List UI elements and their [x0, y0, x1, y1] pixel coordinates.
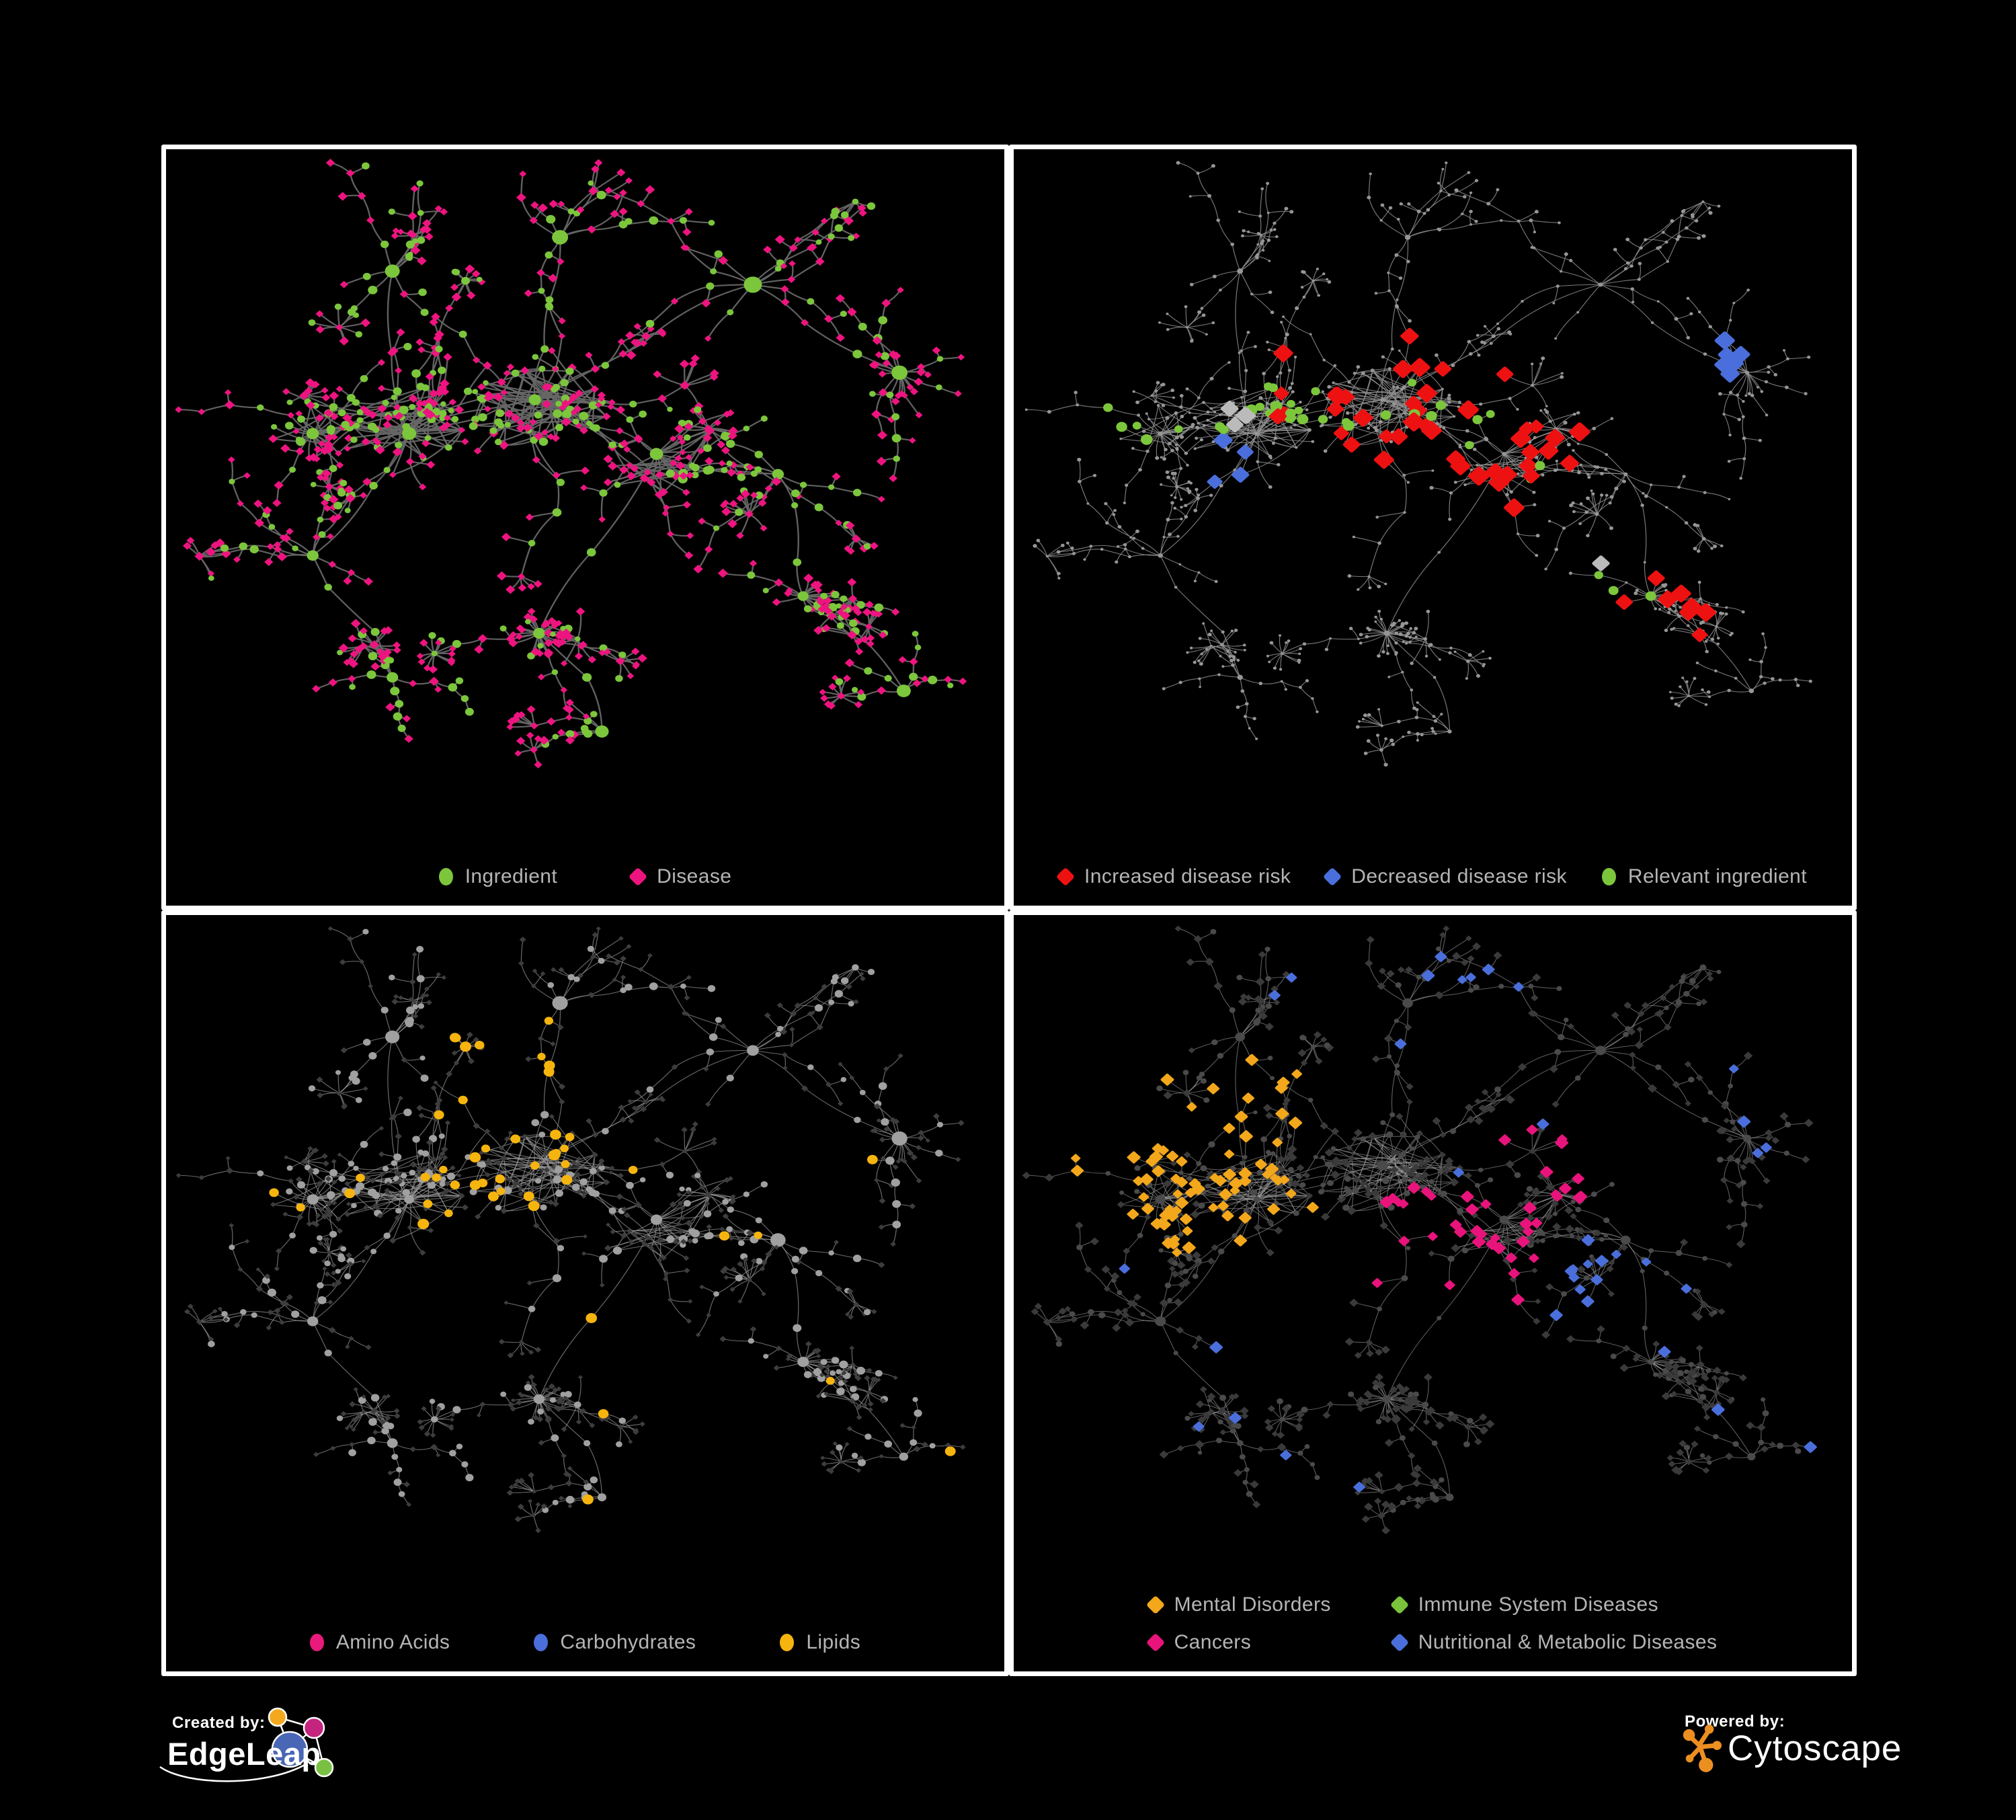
legend-item-carbohydrates: Carbohydrates [534, 1631, 696, 1654]
legend-ingredient-disease: Ingredient Disease [166, 865, 1004, 888]
legend-disease-risk: Increased disease risk Decreased disease … [1014, 865, 1852, 888]
ellipse-marker-icon [1601, 868, 1616, 885]
edgeleap-wordmark: EdgeLeap [167, 1736, 321, 1772]
legend-label: Disease [657, 865, 732, 887]
legend-item-relevant-ingredient: Relevant ingredient [1601, 865, 1807, 888]
legend-label: Increased disease risk [1084, 865, 1291, 887]
cytoscape-icon [1683, 1725, 1722, 1772]
edgeleap-node-green [314, 1757, 334, 1778]
legend-label: Nutritional & Metabolic Diseases [1418, 1631, 1718, 1653]
legend-item-decreased-disease-risk: Decreased disease risk [1323, 865, 1567, 888]
created-by-label: Created by: [172, 1714, 266, 1732]
edgeleap-logo-icon [159, 1707, 334, 1782]
ellipse-marker-icon [438, 868, 453, 885]
legend-label: Ingredient [465, 865, 558, 887]
panel-ingredient-disease: Ingredient Disease [161, 145, 1009, 910]
legend-label: Amino Acids [335, 1631, 450, 1653]
legend-label: Immune System Diseases [1418, 1593, 1658, 1616]
ellipse-marker-icon [534, 1634, 549, 1651]
disease-categories-network [1022, 925, 1817, 1535]
cytoscape-wordmark: Cytoscape [1728, 1729, 1902, 1768]
panel-disease-risk: Increased disease risk Decreased disease … [1009, 145, 1857, 910]
panel-nutrient-classes: Amino Acids Carbohydrates Lipids [161, 910, 1009, 1676]
powered-by-label: Powered by: [1685, 1712, 1785, 1731]
legend-label: Lipids [806, 1631, 861, 1653]
diamond-marker-icon [1145, 1595, 1165, 1615]
disease-risk-network [1024, 161, 1812, 767]
diamond-marker-icon [1389, 1595, 1409, 1615]
legend-disease-categories: Mental Disorders Immune System Diseases Ca… [1014, 1593, 1852, 1654]
diamond-marker-icon [1055, 867, 1076, 887]
nutrient-classes-network [175, 926, 966, 1534]
legend-item-immune-system-diseases: Immune System Diseases [1389, 1593, 1718, 1616]
legend-item-mental-disorders: Mental Disorders [1145, 1593, 1331, 1616]
legend-item-nutritional-metabolic-diseases: Nutritional & Metabolic Diseases [1389, 1631, 1718, 1654]
legend-label: Mental Disorders [1174, 1593, 1331, 1616]
ingredient-disease-network [175, 159, 967, 768]
diamond-marker-icon [628, 867, 648, 887]
edgeleap-node-orange [268, 1707, 288, 1727]
legend-nutrient-classes: Amino Acids Carbohydrates Lipids [166, 1631, 1004, 1654]
legend-label: Carbohydrates [560, 1631, 696, 1653]
diamond-marker-icon [1323, 867, 1342, 887]
diamond-marker-icon [1389, 1632, 1409, 1653]
legend-item-cancers: Cancers [1145, 1631, 1331, 1654]
panel-grid: Ingredient Disease Increased disease risk… [161, 145, 1857, 1676]
legend-item-increased-disease-risk: Increased disease risk [1055, 865, 1291, 888]
edgeleap-node-blue [271, 1731, 309, 1768]
legend-label: Cancers [1174, 1631, 1252, 1653]
ellipse-marker-icon [780, 1634, 795, 1651]
legend-item-disease: Disease [628, 865, 732, 888]
legend-label: Relevant ingredient [1627, 865, 1807, 887]
legend-item-lipids: Lipids [780, 1631, 860, 1654]
legend-item-ingredient: Ingredient [438, 865, 558, 888]
ellipse-marker-icon [309, 1634, 324, 1651]
legend-item-amino-acids: Amino Acids [309, 1631, 450, 1654]
edgeleap-node-magenta [303, 1716, 325, 1739]
legend-label: Decreased disease risk [1351, 865, 1567, 887]
diamond-marker-icon [1145, 1632, 1165, 1653]
panel-disease-categories: Mental Disorders Immune System Diseases Ca… [1009, 910, 1857, 1676]
